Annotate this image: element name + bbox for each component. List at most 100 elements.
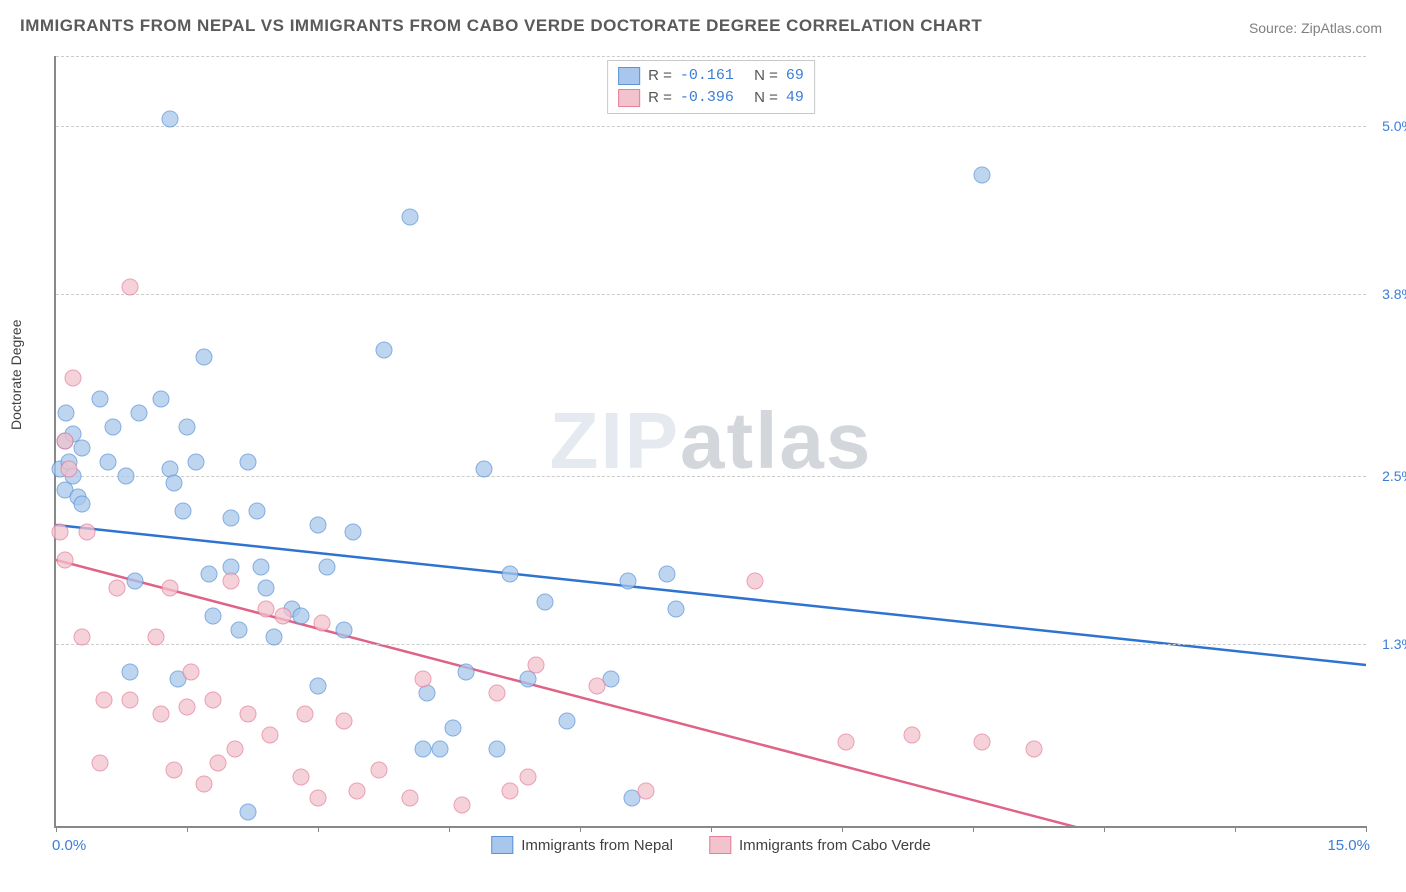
- scatter-point: [257, 580, 274, 597]
- scatter-point: [296, 706, 313, 723]
- scatter-point: [126, 573, 143, 590]
- scatter-point: [122, 664, 139, 681]
- scatter-point: [1026, 741, 1043, 758]
- scatter-point: [292, 608, 309, 625]
- scatter-point: [78, 524, 95, 541]
- scatter-point: [257, 601, 274, 618]
- scatter-point: [668, 601, 685, 618]
- scatter-point: [56, 433, 73, 450]
- scatter-point: [344, 524, 361, 541]
- scatter-point: [248, 503, 265, 520]
- scatter-point: [838, 734, 855, 751]
- scatter-point: [122, 279, 139, 296]
- scatter-point: [240, 804, 257, 821]
- scatter-point: [349, 783, 366, 800]
- chart-title: IMMIGRANTS FROM NEPAL VS IMMIGRANTS FROM…: [20, 16, 982, 36]
- scatter-point: [104, 419, 121, 436]
- scatter-point: [414, 671, 431, 688]
- r-label: R =: [648, 87, 672, 109]
- x-tick: [187, 826, 188, 832]
- scatter-point: [117, 468, 134, 485]
- scatter-point: [74, 440, 91, 457]
- scatter-point: [109, 580, 126, 597]
- scatter-point: [165, 762, 182, 779]
- r-value-nepal: -0.161: [680, 65, 734, 87]
- scatter-point: [165, 475, 182, 492]
- x-tick: [449, 826, 450, 832]
- scatter-point: [161, 580, 178, 597]
- scatter-point: [240, 454, 257, 471]
- scatter-point: [130, 405, 147, 422]
- scatter-point: [371, 762, 388, 779]
- scatter-point: [179, 419, 196, 436]
- scatter-point: [222, 573, 239, 590]
- scatter-point: [266, 629, 283, 646]
- scatter-point: [91, 755, 108, 772]
- scatter-point: [558, 713, 575, 730]
- scatter-point: [261, 727, 278, 744]
- r-label: R =: [648, 65, 672, 87]
- x-tick: [1104, 826, 1105, 832]
- scatter-point: [161, 111, 178, 128]
- x-tick: [1366, 826, 1367, 832]
- scatter-point: [65, 370, 82, 387]
- scatter-point: [196, 349, 213, 366]
- gridline: [56, 294, 1366, 295]
- scatter-point: [227, 741, 244, 758]
- scatter-point: [174, 503, 191, 520]
- scatter-point: [275, 608, 292, 625]
- scatter-point: [152, 391, 169, 408]
- scatter-point: [973, 734, 990, 751]
- scatter-point: [122, 692, 139, 709]
- scatter-point: [489, 685, 506, 702]
- legend-row-nepal: R = -0.161 N = 69: [618, 65, 804, 87]
- scatter-point: [314, 615, 331, 632]
- scatter-point: [310, 790, 327, 807]
- x-tick: [56, 826, 57, 832]
- trend-line: [56, 560, 1366, 826]
- bottom-label-cabo-verde: Immigrants from Cabo Verde: [739, 837, 931, 854]
- x-tick: [842, 826, 843, 832]
- scatter-point: [519, 769, 536, 786]
- scatter-point: [179, 699, 196, 716]
- x-tick: [580, 826, 581, 832]
- r-value-cabo-verde: -0.396: [680, 87, 734, 109]
- scatter-point: [375, 342, 392, 359]
- bottom-swatch-nepal: [491, 836, 513, 854]
- watermark-zip: ZIP: [550, 396, 680, 485]
- scatter-point: [414, 741, 431, 758]
- scatter-point: [475, 461, 492, 478]
- bottom-legend: Immigrants from Nepal Immigrants from Ca…: [491, 836, 930, 854]
- scatter-point: [148, 629, 165, 646]
- scatter-point: [310, 678, 327, 695]
- scatter-point: [458, 664, 475, 681]
- scatter-point: [96, 692, 113, 709]
- n-value-cabo-verde: 49: [786, 87, 804, 109]
- watermark-atlas: atlas: [680, 396, 872, 485]
- scatter-point: [74, 629, 91, 646]
- x-tick: [711, 826, 712, 832]
- scatter-point: [336, 622, 353, 639]
- scatter-point: [240, 706, 257, 723]
- scatter-point: [209, 755, 226, 772]
- x-tick: [1235, 826, 1236, 832]
- bottom-label-nepal: Immigrants from Nepal: [521, 837, 673, 854]
- legend-swatch-cabo-verde: [618, 89, 640, 107]
- scatter-point: [401, 790, 418, 807]
- scatter-point: [489, 741, 506, 758]
- x-tick: [318, 826, 319, 832]
- scatter-point: [152, 706, 169, 723]
- scatter-point: [187, 454, 204, 471]
- scatter-point: [401, 209, 418, 226]
- y-tick-label: 1.3%: [1382, 636, 1406, 652]
- scatter-point: [336, 713, 353, 730]
- scatter-point: [746, 573, 763, 590]
- scatter-plot-area: ZIPatlas R = -0.161 N = 69 R = -0.396 N …: [54, 56, 1366, 828]
- scatter-point: [231, 622, 248, 639]
- scatter-point: [200, 566, 217, 583]
- scatter-point: [637, 783, 654, 800]
- scatter-point: [903, 727, 920, 744]
- gridline: [56, 644, 1366, 645]
- y-tick-label: 2.5%: [1382, 468, 1406, 484]
- x-axis-min-label: 0.0%: [52, 837, 86, 854]
